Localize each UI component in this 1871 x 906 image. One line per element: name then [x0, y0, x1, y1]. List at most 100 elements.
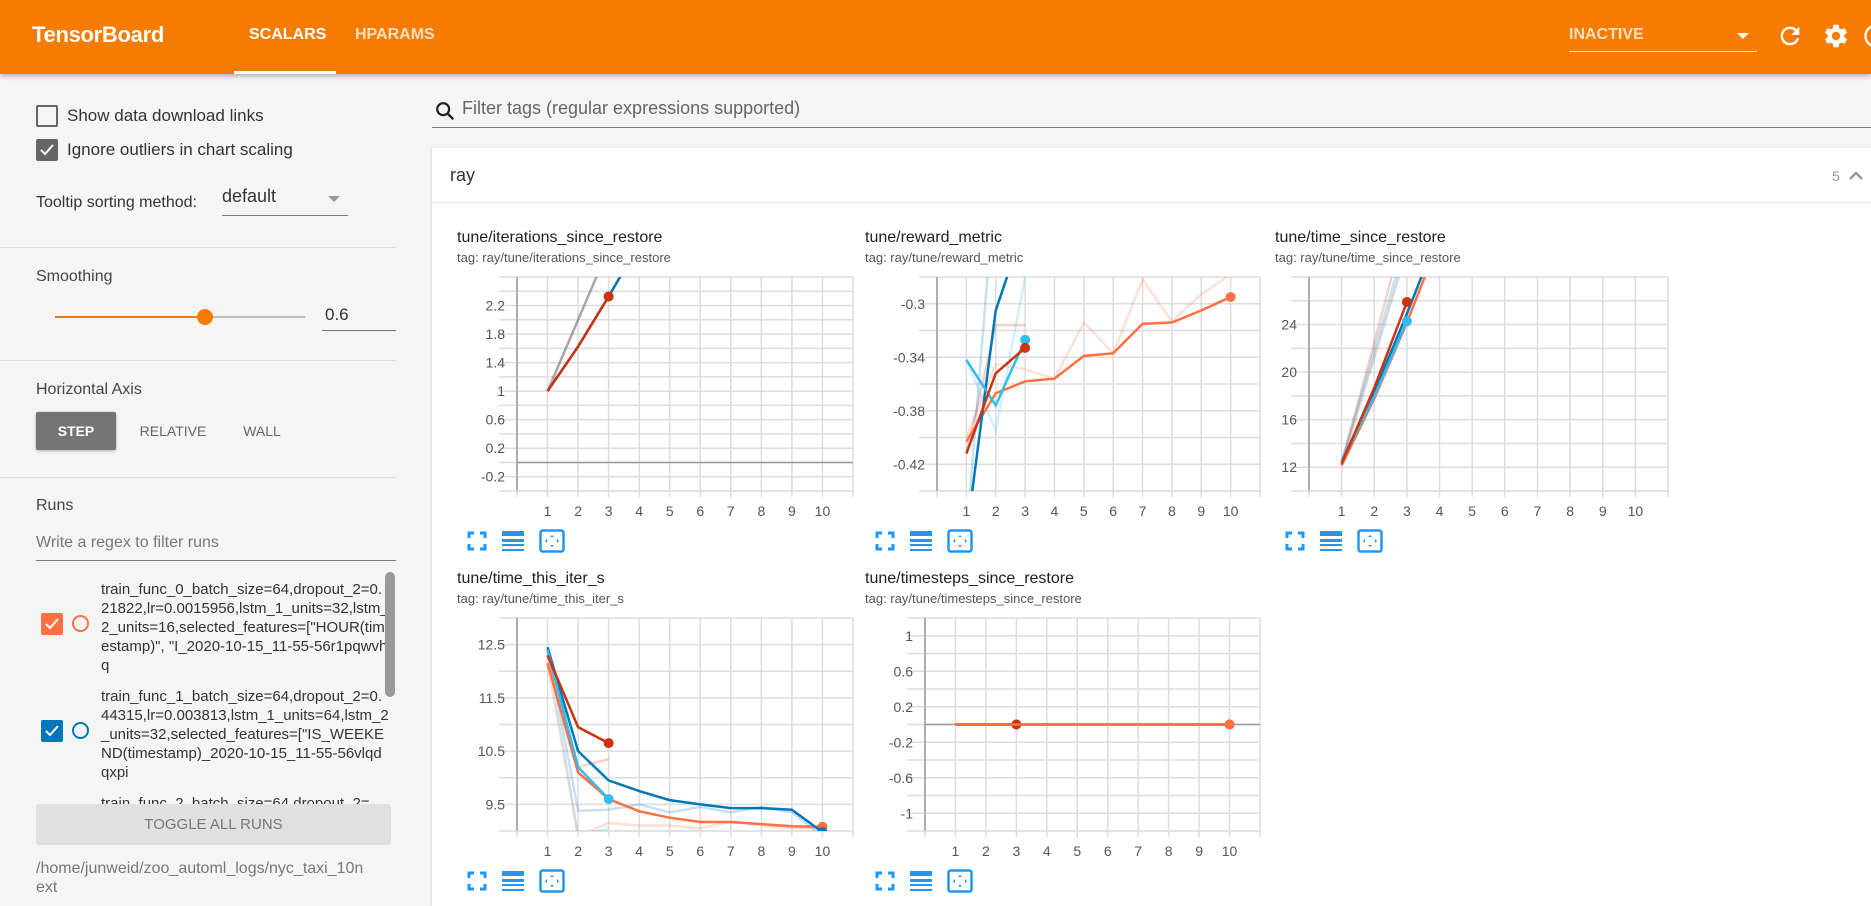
fit-domain-icon[interactable]: [539, 869, 565, 893]
x-tick-label: 3: [1403, 503, 1411, 519]
toggle-log-scale-icon[interactable]: [1319, 530, 1343, 552]
series-smoothed-line: [1340, 301, 1409, 465]
chart-actions: [875, 869, 973, 893]
fullscreen-icon[interactable]: [1285, 531, 1305, 551]
chart-title: tune/iterations_since_restore: [457, 229, 663, 246]
chart-title: tune/time_since_restore: [1275, 229, 1446, 246]
series-last-point: [603, 738, 614, 749]
y-tick-label: -0.6: [889, 770, 913, 786]
series-raw-line: [1340, 277, 1400, 463]
ignore-outliers-checkbox[interactable]: [36, 139, 58, 161]
tag-group-card: ray 5: [432, 148, 1871, 906]
show-download-links-checkbox[interactable]: [36, 105, 58, 127]
x-tick-label: 6: [1104, 843, 1112, 859]
x-tick-label: 2: [574, 503, 582, 519]
check-icon: [45, 725, 59, 737]
help-icon[interactable]: [1862, 22, 1871, 50]
fit-domain-icon[interactable]: [947, 529, 973, 553]
scalar-chart-card: tune/iterations_since_restore tag: ray/tu…: [457, 229, 854, 553]
x-tick-label: 5: [1468, 503, 1476, 519]
chevron-up-icon[interactable]: [1848, 168, 1864, 182]
tag-group-count: 5: [1832, 168, 1840, 184]
toggle-log-scale-icon[interactable]: [501, 530, 525, 552]
axis-step-button[interactable]: STEP: [36, 412, 116, 450]
fit-domain-icon[interactable]: [539, 529, 565, 553]
run-color-radio[interactable]: [72, 615, 89, 632]
series-smoothed-line: [965, 339, 1027, 409]
tab-hparams[interactable]: HPARAMS: [355, 26, 435, 43]
x-tick-label: 4: [1043, 843, 1051, 859]
tag-filter-input[interactable]: Filter tags (regular expressions support…: [432, 92, 1871, 128]
run-checkbox[interactable]: [41, 613, 63, 635]
fullscreen-icon[interactable]: [467, 531, 487, 551]
y-tick-label: 12: [1281, 459, 1297, 475]
axis-relative-button[interactable]: RELATIVE: [139, 423, 207, 439]
active-tab-indicator: [234, 71, 336, 74]
search-icon: [436, 102, 455, 121]
x-tick-label: 8: [757, 843, 765, 859]
axis-wall-button[interactable]: WALL: [243, 423, 281, 439]
fullscreen-icon[interactable]: [875, 871, 895, 891]
toggle-log-scale-icon[interactable]: [501, 870, 525, 892]
settings-icon[interactable]: [1822, 22, 1850, 50]
y-tick-label: 1.4: [486, 355, 506, 371]
reload-icon[interactable]: [1776, 22, 1804, 50]
inactive-plugins-dropdown[interactable]: INACTIVE: [1569, 22, 1757, 52]
chart-plot[interactable]: -1 -0.6 -0.2 0.2 0.6 1 1 2 3 4 5 6 7 8 9 10: [865, 570, 1270, 871]
series-raw-line: [1340, 277, 1401, 466]
chart-actions: [467, 869, 565, 893]
log-directory: /home/junweid/zoo_automl_logs/nyc_taxi_1…: [36, 860, 364, 896]
series-raw-line: [1340, 277, 1397, 463]
divider: [0, 360, 396, 361]
fullscreen-icon[interactable]: [467, 871, 487, 891]
tab-scalars[interactable]: SCALARS: [249, 26, 327, 43]
horizontal-axis-label: Horizontal Axis: [36, 381, 142, 398]
toggle-log-scale-icon[interactable]: [909, 870, 933, 892]
x-tick-label: 7: [727, 503, 735, 519]
caret-down-icon: [328, 196, 340, 202]
series-smoothed-line: [546, 646, 824, 831]
smoothing-slider-fill: [55, 316, 205, 318]
series-group: [546, 646, 828, 831]
tag-filter-placeholder: Filter tags (regular expressions support…: [462, 98, 801, 118]
top-app-bar: TensorBoard SCALARS HPARAMS INACTIVE: [0, 0, 1871, 74]
run-color-radio[interactable]: [72, 722, 89, 739]
tooltip-sorting-select[interactable]: default: [222, 186, 348, 216]
tag-group-header[interactable]: ray 5: [432, 148, 1871, 203]
series-smoothed-line: [546, 295, 610, 392]
series-smoothed-line: [965, 295, 1232, 443]
scalar-chart-card: tune/timesteps_since_restore tag: ray/tun…: [865, 570, 1261, 893]
chart-plot[interactable]: -0.42 -0.38 -0.34 -0.3 1 2 3 4 5 6 7 8 9 10: [865, 229, 1270, 531]
x-tick-label: 9: [1197, 503, 1205, 519]
run-name: train_func_2_batch_size=64,dropout_2=: [101, 795, 370, 804]
smoothing-label: Smoothing: [36, 268, 113, 285]
chart-tag: tag: ray/tune/time_since_restore: [1275, 250, 1461, 265]
toggle-all-runs-button[interactable]: TOGGLE ALL RUNS: [36, 804, 391, 845]
fullscreen-icon[interactable]: [875, 531, 895, 551]
fit-domain-icon[interactable]: [1357, 529, 1383, 553]
x-tick-label: 3: [1021, 503, 1029, 519]
x-tick-label: 9: [1195, 843, 1203, 859]
x-tick-label: 1: [962, 503, 970, 519]
chart-plot[interactable]: -0.2 0.2 0.6 1 1.4 1.8 2.2 1 2 3 4 5 6 7 8 9 10: [457, 229, 863, 531]
x-tick-label: 1: [544, 843, 552, 859]
series-smoothed-line: [546, 662, 823, 828]
chart-plot[interactable]: 9.5 10.5 11.5 12.5 1 2 3 4 5 6 7 8 9 10: [457, 570, 863, 871]
smoothing-slider-thumb[interactable]: [197, 309, 213, 325]
x-tick-label: 4: [635, 503, 643, 519]
x-tick-label: 6: [1501, 503, 1509, 519]
series-last-point: [1224, 719, 1235, 730]
run-checkbox[interactable]: [41, 720, 63, 742]
toggle-log-scale-icon[interactable]: [909, 530, 933, 552]
x-tick-label: 10: [1223, 503, 1239, 519]
runs-filter-input[interactable]: Write a regex to filter runs: [36, 534, 396, 561]
chart-actions: [875, 529, 973, 553]
series-last-point: [1225, 292, 1236, 303]
x-tick-label: 2: [1370, 503, 1378, 519]
y-tick-label: 0.2: [894, 699, 914, 715]
smoothing-value-input[interactable]: 0.6: [322, 305, 396, 331]
x-tick-label: 1: [952, 843, 960, 859]
fit-domain-icon[interactable]: [947, 869, 973, 893]
runs-scrollbar[interactable]: [385, 572, 395, 697]
